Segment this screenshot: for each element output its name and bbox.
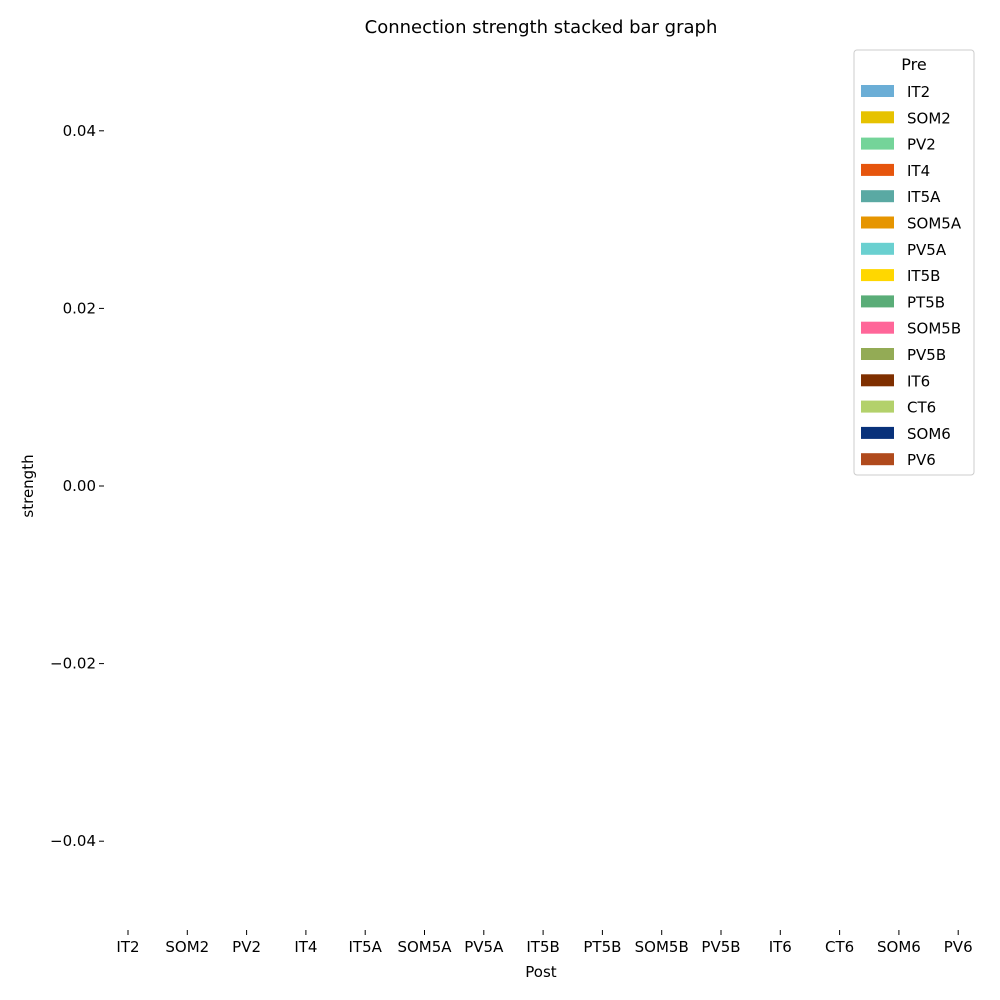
x-tick-label: CT6 [825,938,854,956]
legend-swatch [861,190,894,203]
x-tick-label: IT4 [294,938,317,956]
legend-title: Pre [901,55,926,74]
x-tick-label: IT5A [348,938,382,956]
y-axis: −0.04 −0.02 0.00 0.02 0.04 [50,122,104,850]
x-axis-label: Post [525,963,557,981]
legend-entry: IT5B [861,267,940,285]
legend-swatch [861,85,894,97]
x-tick-label: SOM5B [635,938,689,956]
y-tick-label: 0.04 [63,122,96,140]
legend-label: IT4 [907,162,930,180]
legend-label: PV5B [907,346,946,364]
legend-label: SOM5B [907,320,961,338]
legend-label: SOM6 [907,425,951,443]
legend-swatch [861,295,894,308]
y-tick-label: −0.04 [50,832,96,850]
x-tick-label: IT5B [526,938,559,956]
x-tick-label: PV2 [232,938,261,956]
legend-swatch [861,269,894,282]
legend-swatch [861,163,894,176]
legend-swatch [861,137,894,150]
legend-label: IT5A [907,188,941,206]
legend-swatch [861,426,894,439]
legend-swatch [861,348,894,360]
legend-entry: PV6 [861,451,936,469]
legend-swatch [861,216,894,229]
legend-swatch [861,111,894,124]
legend-label: SOM5A [907,215,962,233]
y-tick-label: 0.00 [63,477,96,495]
legend: Pre IT2 SOM2 PV2 IT4 IT5A SOM5A PV5A IT5B PT5B SO… [853,49,975,476]
x-tick-label: IT2 [116,938,139,956]
legend-label: IT6 [907,372,930,390]
chart-title: Connection strength stacked bar graph [365,17,718,38]
legend-entry: PV5B [861,346,946,364]
x-tick-label: SOM5A [397,938,452,956]
legend-entry: IT6 [861,372,930,390]
x-tick-label: PV5A [464,938,504,956]
x-tick-label: PT5B [583,938,621,956]
legend-entry: IT5A [861,188,941,206]
legend-entry: SOM2 [861,109,951,127]
x-tick-label: SOM6 [877,938,921,956]
legend-swatch [861,453,894,466]
legend-entry: SOM5A [861,215,962,233]
legend-label: CT6 [907,399,936,417]
legend-swatch [861,321,894,334]
x-tick-label: PV5B [701,938,740,956]
legend-entry: IT4 [861,162,930,180]
legend-entry: PV5A [861,241,947,259]
legend-entry: PV2 [861,136,936,154]
legend-swatch [861,400,894,413]
legend-swatch [861,242,894,255]
legend-label: IT5B [907,267,940,285]
x-tick-label: SOM2 [165,938,209,956]
legend-frame [853,49,975,476]
legend-entry: PT5B [861,293,945,311]
y-axis-label: strength [19,454,37,517]
x-tick-label: PV6 [944,938,973,956]
legend-entry: IT2 [861,83,930,101]
legend-label: PV6 [907,451,936,469]
legend-label: PV5A [907,241,947,259]
x-axis: IT2 SOM2 PV2 IT4 IT5A SOM5A PV5A IT5B PT5B SOM5B P… [116,930,973,956]
legend-swatch [861,374,894,387]
legend-label: PV2 [907,136,936,154]
legend-label: IT2 [907,83,930,101]
y-tick-label: −0.02 [50,655,96,673]
legend-label: SOM2 [907,109,951,127]
legend-entry: SOM6 [861,425,951,443]
y-tick-label: 0.02 [63,299,96,317]
legend-entry: SOM5B [861,320,961,338]
legend-entry: CT6 [861,399,936,417]
x-tick-label: IT6 [769,938,792,956]
legend-label: PT5B [907,293,945,311]
